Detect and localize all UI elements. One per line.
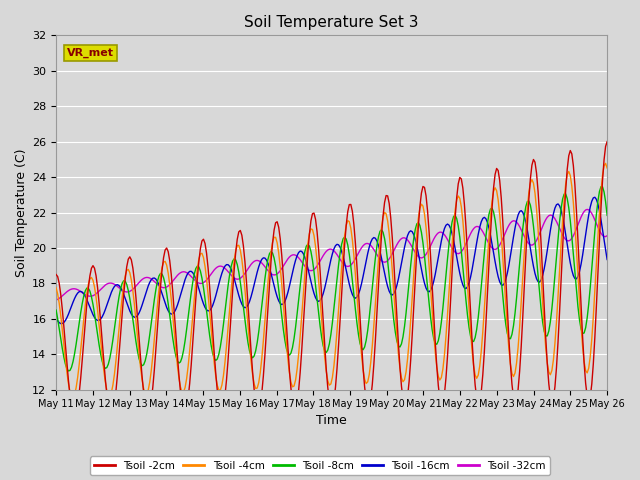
Y-axis label: Soil Temperature (C): Soil Temperature (C): [15, 148, 28, 277]
X-axis label: Time: Time: [316, 414, 347, 427]
Title: Soil Temperature Set 3: Soil Temperature Set 3: [244, 15, 419, 30]
Text: VR_met: VR_met: [67, 48, 114, 58]
Legend: Tsoil -2cm, Tsoil -4cm, Tsoil -8cm, Tsoil -16cm, Tsoil -32cm: Tsoil -2cm, Tsoil -4cm, Tsoil -8cm, Tsoi…: [90, 456, 550, 475]
